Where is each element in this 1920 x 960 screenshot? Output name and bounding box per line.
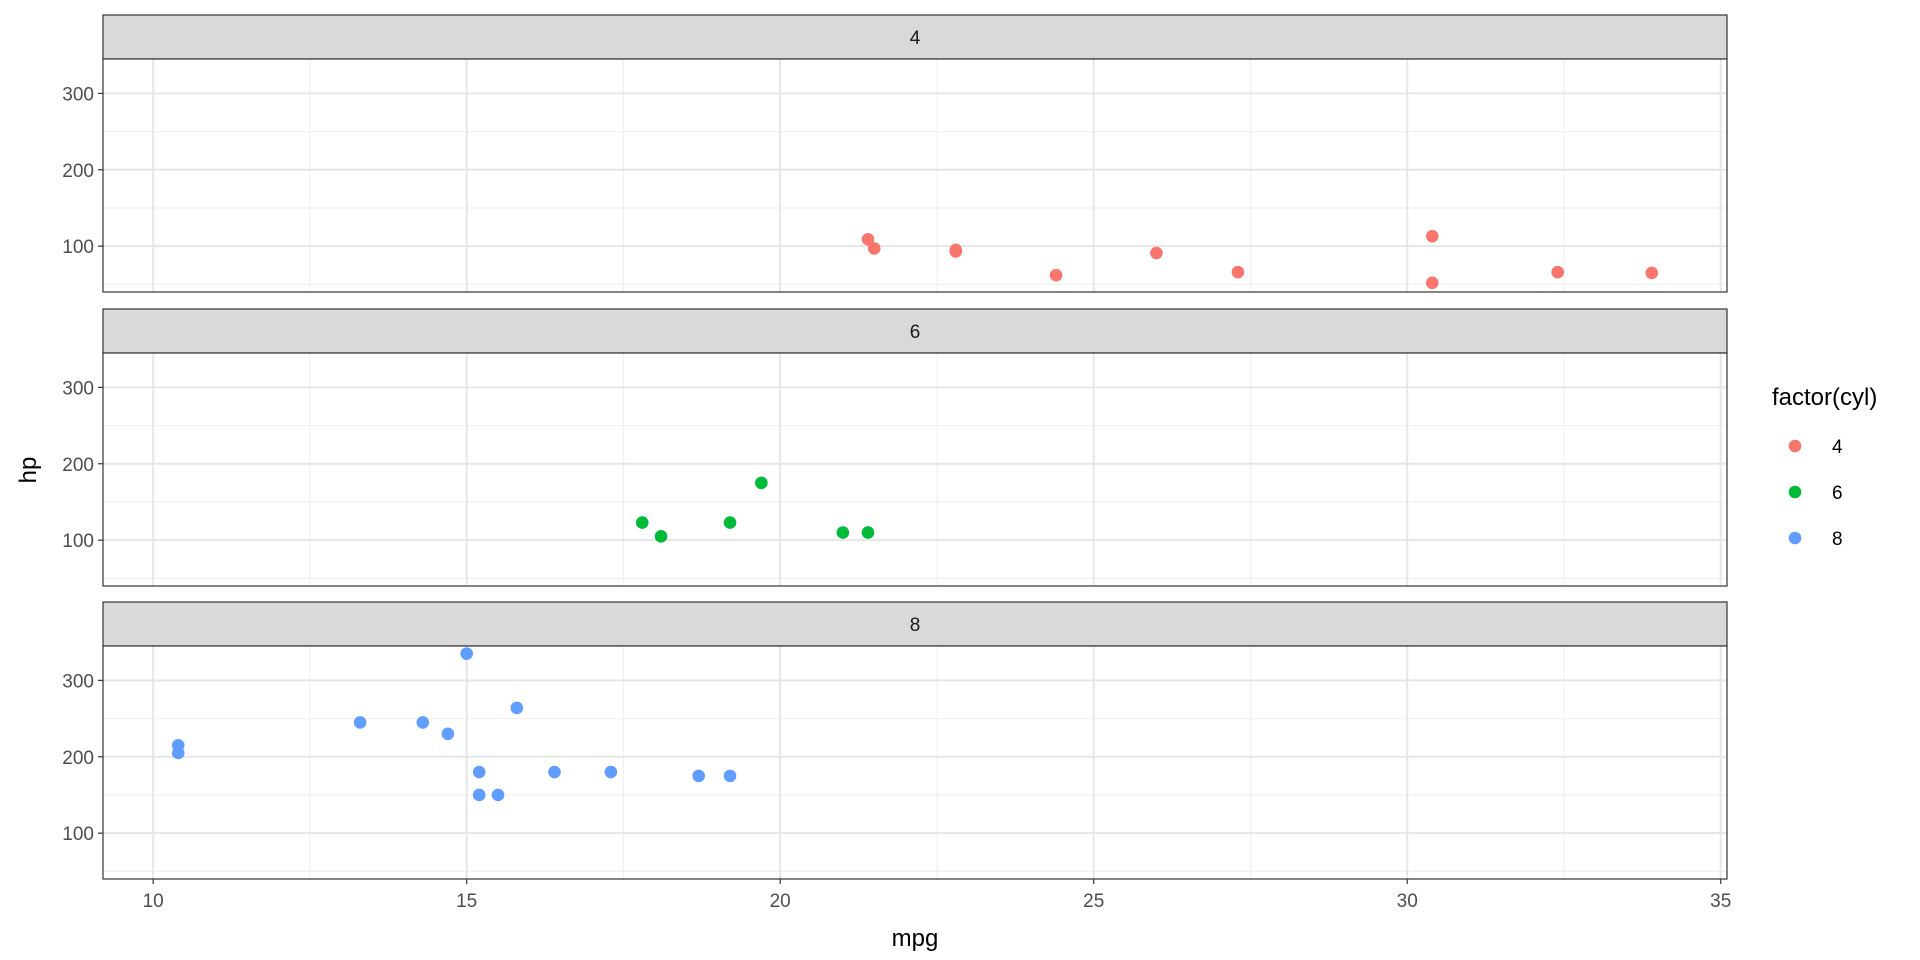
data-point [510,701,524,715]
y-tick-label: 300 [62,378,94,399]
data-point [1551,265,1565,279]
strip-label: 4 [910,28,921,49]
data-point [1150,246,1163,260]
data-point [949,243,963,257]
y-tick-label: 100 [62,824,94,845]
legend-key-6 [1788,485,1802,499]
panel-background [103,59,1727,292]
data-point [755,476,768,490]
data-point [836,526,850,539]
x-tick-label: 35 [1710,891,1731,912]
x-axis-title: mpg [892,925,939,952]
panels: 4 100 200 300 6 100 200 300 8 100 200 300 [62,14,1728,880]
data-point [472,765,486,779]
data-point [604,765,618,779]
strip-background [102,14,1728,60]
data-point [1425,276,1439,290]
y-tick-label: 100 [62,237,94,258]
panel-background [103,646,1727,879]
data-point [723,769,737,783]
data-point [460,647,473,660]
data-point [441,727,455,741]
data-point [861,526,875,539]
y-tick-label: 100 [62,531,94,552]
data-point [472,788,486,802]
data-point [692,769,705,783]
data-point [548,765,561,779]
x-tick-label: 10 [143,891,164,912]
strip-label: 6 [910,322,921,343]
panel-6: 6 100 200 300 [62,308,1728,587]
data-point [723,516,737,529]
panel-background [103,353,1727,586]
strip-background [102,601,1728,647]
y-tick-label: 300 [62,84,94,105]
panel-border [102,58,1728,293]
legend: factor(cyl) 4 6 8 [1772,384,1877,550]
data-point [1645,266,1659,280]
strip-label: 8 [910,615,921,636]
legend-title: factor(cyl) [1772,384,1877,411]
x-tick-label: 20 [770,891,791,912]
y-axis-title: hp [15,457,42,484]
y-tick-label: 200 [62,748,94,769]
data-point [635,516,649,529]
data-point [867,242,881,255]
x-tick-label: 30 [1397,891,1418,912]
data-point [416,716,430,729]
panel-4: 4 100 200 300 [62,14,1728,293]
panel-border [102,352,1728,587]
legend-label-4: 4 [1832,437,1843,458]
legend-key-4 [1788,439,1802,453]
data-point [491,788,505,802]
data-point [171,746,185,760]
y-tick-label: 300 [62,671,94,692]
x-axis: 10 15 20 25 30 35 [143,879,1731,912]
data-point [1425,229,1439,243]
data-point [1049,268,1063,282]
data-point [861,232,875,246]
data-point [1231,265,1245,279]
data-point [654,530,668,543]
legend-key-8 [1788,531,1802,545]
x-tick-label: 25 [1083,891,1104,912]
strip-background [102,308,1728,354]
legend-label-6: 6 [1832,483,1843,504]
panel-border [102,645,1728,880]
data-point [353,716,367,729]
legend-label-8: 8 [1832,529,1843,550]
x-tick-label: 15 [456,891,477,912]
panel-8: 8 100 200 300 [62,601,1728,880]
y-tick-label: 200 [62,455,94,476]
y-tick-label: 200 [62,161,94,182]
